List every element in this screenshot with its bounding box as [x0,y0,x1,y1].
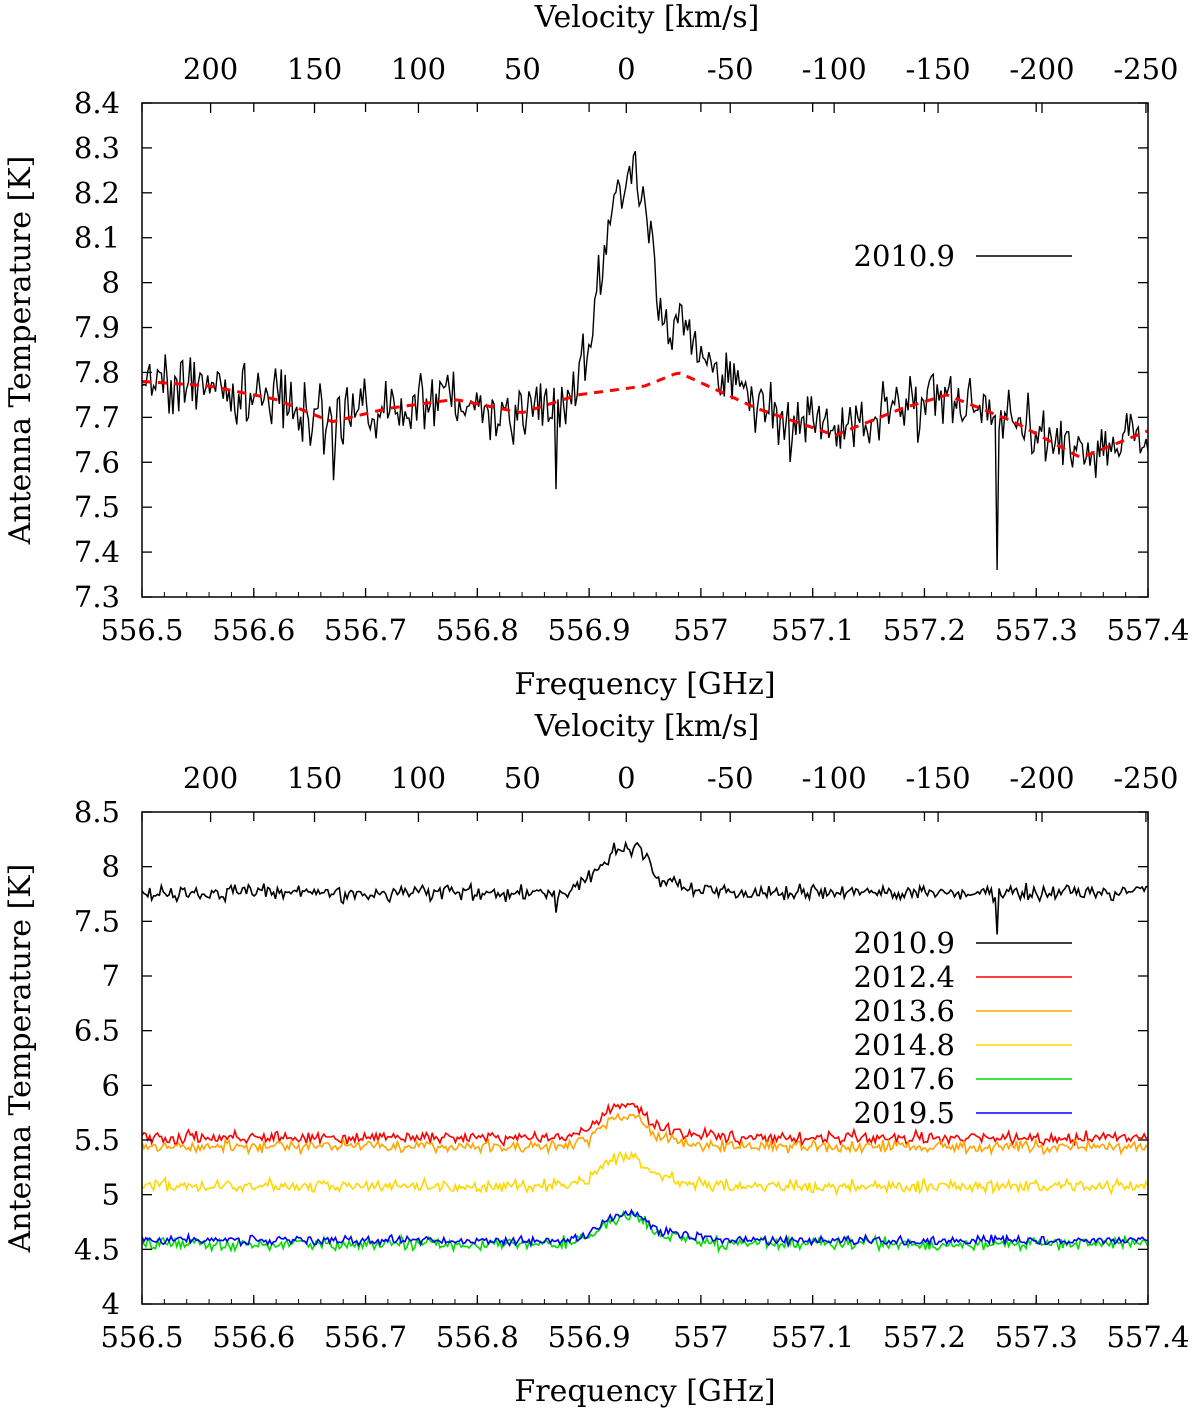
x2-tick-label: 100 [391,52,446,86]
legend-label-2017.6: 2017.6 [854,1062,955,1096]
x-tick-label: 556.6 [212,1320,295,1354]
y-tick-label: 7.9 [74,311,120,345]
y-tick-label: 8.5 [74,795,120,829]
x2-axis-title: Velocity [km/s] [534,709,760,744]
x2-tick-label: -100 [802,52,867,86]
x2-tick-label: 50 [504,761,541,795]
y-tick-label: 8.1 [74,221,120,255]
legend-label-2010.9: 2010.9 [854,239,955,273]
y-tick-label: 8.3 [74,131,120,165]
x2-tick-label: -200 [1009,52,1074,86]
y-tick-label: 7.4 [74,535,120,569]
x-axis-title: Frequency [GHz] [514,1374,775,1409]
x2-tick-label: 0 [617,52,635,86]
x-tick-label: 556.7 [324,613,407,647]
series-line-2014.8 [142,1150,1148,1197]
y-tick-label: 7 [102,959,120,993]
x2-tick-label: 150 [287,52,342,86]
x2-tick-label: -200 [1009,761,1074,795]
x2-tick-label: 0 [617,761,635,795]
series-line-2012.4 [142,1102,1148,1148]
y-tick-label: 5 [102,1178,120,1212]
y-tick-label: 8 [102,850,120,884]
y-tick-label: 7.5 [74,904,120,938]
y-tick-label: 7.7 [74,400,120,434]
y-tick-label: 8.4 [74,86,120,120]
x-tick-label: 557 [673,613,728,647]
plot-frame [141,102,1149,598]
x-tick-label: 557.2 [883,613,966,647]
x2-tick-label: -150 [905,52,970,86]
x-tick-label: 556.6 [212,613,295,647]
series-line-model [142,371,1148,459]
series-line-2013.6 [142,1112,1148,1157]
legend: 2010.9 [854,239,1072,273]
x-tick-label: 556.8 [436,613,519,647]
x-tick-label: 556.5 [100,613,183,647]
x-tick-label: 557.3 [995,613,1078,647]
x-tick-label: 556.8 [436,1320,519,1354]
series-line-2010.9 [142,150,1148,571]
x2-tick-label: 100 [391,761,446,795]
legend-label-2013.6: 2013.6 [854,994,955,1028]
x-tick-label: 557.1 [771,613,854,647]
x-tick-label: 557 [673,1320,728,1354]
y-tick-label: 8 [102,266,120,300]
x2-tick-label: -150 [905,761,970,795]
x-tick-label: 556.7 [324,1320,407,1354]
x-axis-title: Frequency [GHz] [514,667,775,702]
x-tick-label: 557.4 [1106,1320,1189,1354]
plot-frame [141,811,1149,1305]
y-tick-label: 7.3 [74,580,120,614]
x-tick-label: 557.4 [1106,613,1189,647]
y-tick-label: 4.5 [74,1232,120,1266]
x2-axis-title: Velocity [km/s] [534,0,760,35]
x-tick-label: 557.3 [995,1320,1078,1354]
legend-label-2014.8: 2014.8 [854,1028,955,1062]
x-tick-label: 556.9 [548,1320,631,1354]
x2-tick-label: -50 [707,52,754,86]
x-tick-label: 556.5 [100,1320,183,1354]
x2-tick-label: -100 [802,761,867,795]
y-tick-label: 7.6 [74,445,120,479]
x-tick-label: 557.2 [883,1320,966,1354]
y-tick-label: 8.2 [74,176,120,210]
legend-label-2019.5: 2019.5 [854,1096,955,1130]
x2-tick-label: 150 [287,761,342,795]
legend-label-2012.4: 2012.4 [854,960,955,994]
x2-tick-label: -250 [1113,52,1178,86]
y-axis-title: Antenna Temperature [K] [3,864,38,1254]
y-axis-title: Antenna Temperature [K] [3,156,38,546]
x2-tick-label: 200 [183,761,238,795]
x2-tick-label: -250 [1113,761,1178,795]
series-line-2017.6 [142,1209,1148,1254]
y-tick-label: 5.5 [74,1123,120,1157]
series-line-2019.5 [142,1208,1148,1249]
y-tick-label: 7.5 [74,490,120,524]
x2-tick-label: -50 [707,761,754,795]
y-tick-label: 4 [102,1287,120,1321]
legend-label-2010.9: 2010.9 [854,926,955,960]
chart-panel-2: 556.5 556.6 556.7 556.8 556.9 557 557.1 557.2 55… [3,709,1190,1409]
x-tick-label: 557.1 [771,1320,854,1354]
y-tick-label: 6 [102,1068,120,1102]
y-tick-label: 6.5 [74,1014,120,1048]
x2-tick-label: 50 [504,52,541,86]
x2-tick-label: 200 [183,52,238,86]
y-tick-label: 7.8 [74,355,120,389]
x-tick-label: 556.9 [548,613,631,647]
chart-panel-1: 556.5 556.6 556.7 556.8 556.9 557 557.1 557.2 55… [3,0,1190,702]
series-line-2010.9 [142,840,1148,935]
